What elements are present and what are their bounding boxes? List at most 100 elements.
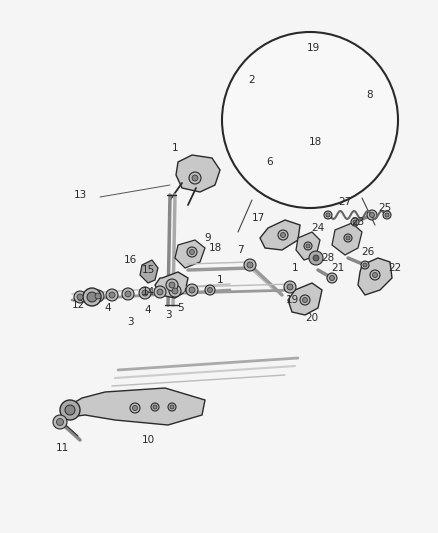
- Text: 1: 1: [217, 275, 223, 285]
- Circle shape: [313, 255, 319, 261]
- Circle shape: [109, 292, 115, 298]
- Text: 15: 15: [141, 265, 155, 275]
- Polygon shape: [278, 130, 308, 158]
- Text: 18: 18: [308, 137, 321, 147]
- Text: 10: 10: [141, 435, 155, 445]
- Text: 4: 4: [105, 303, 111, 313]
- Polygon shape: [332, 223, 362, 255]
- Circle shape: [133, 406, 138, 410]
- Circle shape: [244, 259, 256, 271]
- Circle shape: [77, 294, 83, 300]
- Polygon shape: [358, 258, 392, 295]
- Circle shape: [57, 418, 64, 425]
- Circle shape: [189, 287, 195, 293]
- Circle shape: [189, 172, 201, 184]
- Text: 11: 11: [55, 443, 69, 453]
- Circle shape: [296, 106, 300, 110]
- Circle shape: [153, 405, 157, 409]
- Circle shape: [284, 281, 296, 293]
- Text: 24: 24: [311, 223, 325, 233]
- Text: 19: 19: [286, 295, 299, 305]
- Text: 27: 27: [339, 197, 352, 207]
- Circle shape: [327, 273, 337, 283]
- Text: 28: 28: [321, 253, 335, 263]
- Circle shape: [306, 244, 310, 248]
- Text: 1: 1: [172, 143, 178, 153]
- Circle shape: [311, 110, 315, 114]
- Text: 25: 25: [378, 203, 392, 213]
- Polygon shape: [245, 95, 278, 125]
- Text: 26: 26: [361, 247, 374, 257]
- Text: 22: 22: [389, 263, 402, 273]
- Text: 18: 18: [208, 243, 222, 253]
- Circle shape: [92, 290, 104, 302]
- Circle shape: [367, 210, 377, 220]
- Polygon shape: [176, 155, 220, 192]
- Circle shape: [280, 232, 286, 238]
- Text: 4: 4: [145, 305, 151, 315]
- Circle shape: [370, 270, 380, 280]
- Circle shape: [154, 286, 166, 298]
- Text: 7: 7: [237, 245, 244, 255]
- Circle shape: [308, 57, 318, 67]
- Circle shape: [304, 242, 312, 250]
- Circle shape: [142, 290, 148, 296]
- Text: 3: 3: [165, 310, 171, 320]
- Circle shape: [303, 297, 307, 303]
- Polygon shape: [260, 220, 300, 250]
- Text: 14: 14: [141, 287, 155, 297]
- Circle shape: [329, 276, 335, 280]
- Circle shape: [361, 261, 369, 269]
- Text: 2: 2: [249, 75, 255, 85]
- Circle shape: [353, 220, 357, 224]
- Text: 5: 5: [177, 303, 184, 313]
- Circle shape: [169, 282, 175, 288]
- Circle shape: [346, 236, 350, 240]
- Text: 6: 6: [267, 157, 273, 167]
- Circle shape: [151, 403, 159, 411]
- Circle shape: [383, 211, 391, 219]
- Text: 13: 13: [74, 190, 87, 200]
- Circle shape: [169, 285, 181, 297]
- Circle shape: [187, 247, 197, 257]
- Circle shape: [60, 400, 80, 420]
- Circle shape: [311, 60, 315, 64]
- Circle shape: [125, 291, 131, 297]
- Circle shape: [344, 234, 352, 242]
- Polygon shape: [175, 240, 205, 268]
- Circle shape: [74, 291, 86, 303]
- Circle shape: [130, 403, 140, 413]
- Text: 20: 20: [305, 313, 318, 323]
- Circle shape: [190, 249, 194, 254]
- Circle shape: [326, 213, 330, 217]
- Text: 1: 1: [292, 263, 298, 273]
- Circle shape: [300, 295, 310, 305]
- Polygon shape: [288, 283, 322, 315]
- Circle shape: [192, 175, 198, 181]
- Circle shape: [87, 292, 97, 302]
- Polygon shape: [62, 388, 205, 425]
- Circle shape: [372, 272, 378, 278]
- Text: 9: 9: [205, 233, 211, 243]
- Circle shape: [106, 289, 118, 301]
- Circle shape: [324, 211, 332, 219]
- Circle shape: [172, 288, 178, 294]
- Circle shape: [53, 415, 67, 429]
- Polygon shape: [155, 272, 188, 298]
- Circle shape: [95, 293, 101, 299]
- Text: 19: 19: [306, 43, 320, 53]
- Text: 23: 23: [351, 217, 364, 227]
- Circle shape: [385, 213, 389, 217]
- Circle shape: [139, 287, 151, 299]
- Circle shape: [122, 288, 134, 300]
- Text: 8: 8: [367, 90, 373, 100]
- Polygon shape: [140, 260, 158, 283]
- Circle shape: [287, 284, 293, 290]
- Circle shape: [186, 284, 198, 296]
- Text: 3: 3: [127, 317, 133, 327]
- Circle shape: [370, 213, 374, 217]
- Circle shape: [170, 405, 174, 409]
- Text: 17: 17: [251, 213, 265, 223]
- Circle shape: [65, 405, 75, 415]
- Circle shape: [208, 287, 212, 293]
